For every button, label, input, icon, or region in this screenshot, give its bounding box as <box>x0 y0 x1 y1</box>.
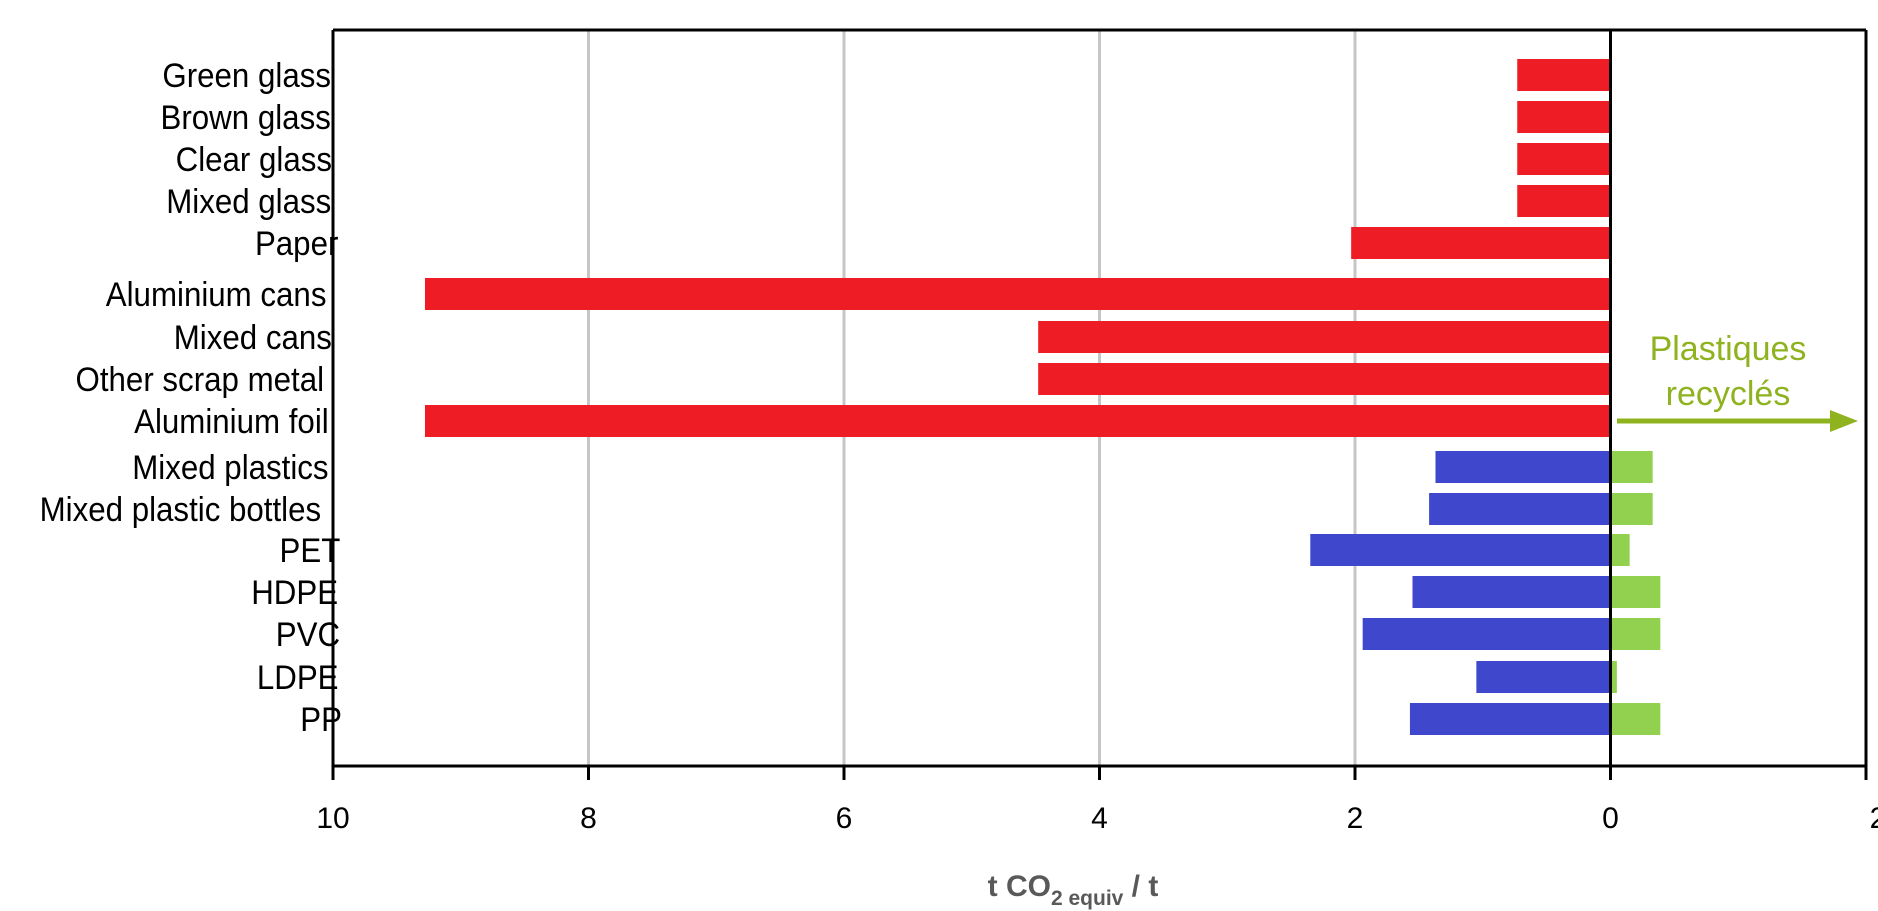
tick-label: 2 <box>1347 802 1364 835</box>
tick-label: 0 <box>1602 802 1619 835</box>
category-label: Mixed glass <box>166 182 331 221</box>
tick-label: 8 <box>580 802 597 835</box>
tick-label: 2 <box>1870 802 1878 835</box>
bar-mixed-glass-s0 <box>1517 185 1611 217</box>
x-axis-title: t CO2 equiv / t <box>988 870 1159 910</box>
bar-paper-s0 <box>1351 227 1611 259</box>
x-axis-title-unit: / t <box>1123 870 1158 903</box>
bar-mixed-plastic-bottles-s2 <box>1610 493 1653 525</box>
bar-hdpe-s1 <box>1412 576 1611 608</box>
bar-ldpe-s1 <box>1476 661 1611 693</box>
category-label: LDPE <box>257 658 339 697</box>
category-label: Aluminium cans <box>106 275 327 314</box>
category-label: PVC <box>276 615 340 654</box>
bars <box>424 59 1661 735</box>
category-label: PET <box>280 531 341 570</box>
bar-mixed-plastics-s1 <box>1435 451 1611 483</box>
x-axis-title-main: t CO <box>988 870 1051 903</box>
category-label: PP <box>300 700 342 739</box>
bar-mixed-plastic-bottles-s1 <box>1429 493 1611 525</box>
category-label: Mixed plastics <box>132 448 328 487</box>
bar-clear-glass-s0 <box>1517 143 1611 175</box>
bar-pet-s1 <box>1310 534 1611 566</box>
bar-pp-s1 <box>1409 703 1611 735</box>
bar-aluminium-foil-s0 <box>424 405 1611 437</box>
category-label: Brown glass <box>161 98 331 137</box>
category-label: Mixed plastic bottles <box>40 490 322 529</box>
bar-pvc-s2 <box>1610 618 1661 650</box>
annotation-line: recyclés <box>1666 375 1791 413</box>
x-axis-title-subscript: 2 equiv <box>1051 887 1124 910</box>
gridlines <box>587 30 1357 766</box>
category-label: Aluminium foil <box>134 402 329 441</box>
annotation: Plastiques recyclés <box>1617 330 1858 432</box>
bar-hdpe-s2 <box>1610 576 1661 608</box>
category-label: Green glass <box>162 56 331 95</box>
bar-aluminium-cans-s0 <box>424 278 1611 310</box>
tick-label: 4 <box>1091 802 1108 835</box>
bar-pet-s2 <box>1610 534 1630 566</box>
bar-green-glass-s0 <box>1517 59 1611 91</box>
category-label: Other scrap metal <box>76 360 325 399</box>
category-label: HDPE <box>251 573 338 612</box>
bar-mixed-plastics-s2 <box>1610 451 1653 483</box>
annotation-line: Plastiques <box>1650 330 1807 368</box>
bar-other-scrap-metal-s0 <box>1038 363 1611 395</box>
x-axis-ticks: 10 8 6 4 2 0 2 <box>316 766 1878 835</box>
bar-brown-glass-s0 <box>1517 101 1611 133</box>
bar-mixed-cans-s0 <box>1038 321 1611 353</box>
category-label: Mixed cans <box>174 318 332 357</box>
bar-ldpe-s2 <box>1610 661 1617 693</box>
category-label: Clear glass <box>176 140 332 179</box>
tick-label: 6 <box>836 802 853 835</box>
annotation-arrow-head <box>1830 410 1858 432</box>
tick-label: 10 <box>316 802 349 835</box>
bar-pvc-s1 <box>1362 618 1611 650</box>
category-label: Paper <box>255 224 339 263</box>
bar-pp-s2 <box>1610 703 1661 735</box>
